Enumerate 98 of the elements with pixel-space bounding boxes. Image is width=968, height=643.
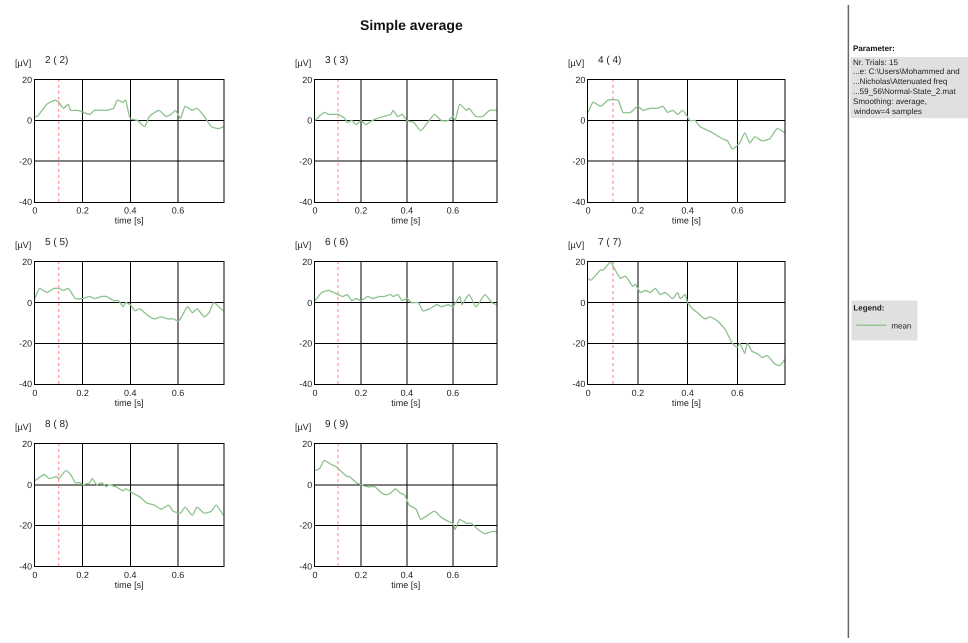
y-tick-label: -40: [572, 379, 586, 390]
x-tick-label: 0.4: [124, 206, 137, 216]
line-series: [315, 290, 496, 312]
legend-title: Legend:: [853, 304, 884, 313]
y-tick-label: -20: [299, 156, 312, 166]
x-tick-label: 0.2: [632, 388, 644, 398]
legend-label: mean: [891, 321, 912, 330]
text: Parameter:: [853, 44, 895, 53]
y-tick-label: -40: [572, 197, 586, 208]
y-tick-label: 0: [307, 116, 312, 126]
x-axis-title: time [s]: [672, 216, 701, 226]
y-tick-label: 20: [302, 257, 312, 268]
x-tick-label: 0.6: [731, 206, 744, 216]
line-series: [315, 460, 496, 534]
y-axis-title: [µV]: [15, 240, 32, 250]
x-tick-label: 0.2: [76, 206, 89, 216]
y-tick-label: 20: [302, 439, 312, 450]
x-tick-label: 0.6: [446, 570, 460, 580]
chart-title: 8 ( 8): [45, 419, 68, 430]
x-axis-title: time [s]: [391, 580, 420, 590]
x-tick-label: 0.4: [400, 570, 414, 580]
x-tick-label: 0.6: [446, 206, 460, 216]
x-tick-label: 0.6: [172, 388, 184, 398]
y-tick-label: 20: [302, 74, 312, 85]
y-tick-label: 20: [575, 74, 586, 85]
y-tick-label: 0: [27, 480, 32, 490]
y-axis-title: [µV]: [568, 58, 584, 68]
y-tick-label: -40: [299, 197, 312, 208]
x-axis-title: time [s]: [114, 398, 144, 408]
chart-title: 6 ( 6): [325, 237, 348, 248]
chart-title: 2 ( 2): [45, 55, 68, 66]
y-axis-title: [µV]: [15, 58, 32, 68]
y-tick-label: -40: [299, 561, 312, 572]
y-tick-label: -20: [19, 338, 32, 348]
y-tick-label: -20: [299, 338, 312, 348]
text: Simple average: [360, 17, 463, 33]
line-series: [588, 99, 785, 150]
y-tick-label: -40: [299, 379, 312, 390]
line-series: [34, 470, 224, 516]
y-tick-label: 20: [22, 257, 32, 268]
y-tick-label: 20: [22, 439, 32, 450]
text: ...59_56\Normal-State_2.mat: [853, 87, 956, 96]
x-tick-label: 0.6: [172, 206, 184, 216]
y-tick-label: -20: [572, 156, 586, 166]
y-tick-label: -20: [572, 338, 586, 348]
x-axis-title: time [s]: [114, 216, 144, 226]
y-tick-label: 20: [22, 74, 32, 85]
x-tick-label: 0.4: [681, 388, 694, 398]
line-series: [588, 262, 785, 366]
y-tick-label: -20: [19, 520, 32, 531]
y-tick-label: 20: [575, 257, 586, 268]
text: Smoothing: average,: [853, 97, 927, 106]
x-tick-label: 0.2: [354, 206, 368, 216]
y-tick-label: 0: [27, 298, 32, 308]
y-tick-label: -40: [19, 197, 32, 208]
x-axis-title: time [s]: [672, 398, 701, 408]
line-series: [34, 100, 224, 130]
y-tick-label: 0: [27, 116, 32, 126]
y-tick-label: -20: [19, 156, 32, 166]
x-tick-label: 0.2: [632, 206, 644, 216]
x-tick-label: 0.2: [354, 388, 368, 398]
line-series: [34, 288, 224, 322]
chart-title: 4 ( 4): [598, 55, 622, 66]
x-tick-label: 0.4: [124, 570, 137, 580]
y-tick-label: 0: [580, 116, 586, 126]
x-tick-label: 0.6: [172, 570, 184, 580]
text: ...e: C:\Users\Mohammed and: [853, 67, 960, 76]
x-tick-label: 0.2: [76, 570, 89, 580]
text: ...Nicholas\Attenuated freq: [853, 77, 948, 86]
x-tick-label: 0.6: [731, 388, 744, 398]
y-tick-label: 0: [580, 298, 586, 308]
y-tick-label: 0: [307, 480, 312, 490]
text: Nr. Trials: 15: [853, 58, 898, 67]
x-axis-title: time [s]: [391, 398, 420, 408]
x-axis-title: time [s]: [114, 580, 144, 590]
line-series: [315, 104, 496, 132]
y-tick-label: -20: [299, 520, 312, 531]
y-axis-title: [µV]: [15, 422, 32, 432]
x-tick-label: 0.4: [400, 206, 414, 216]
y-tick-label: -40: [19, 561, 32, 572]
x-tick-label: 0.4: [124, 388, 137, 398]
chart-title: 3 ( 3): [325, 55, 348, 66]
y-axis-title: [µV]: [295, 240, 312, 250]
x-axis-title: time [s]: [391, 216, 420, 226]
text: window=4 samples: [853, 107, 922, 116]
x-tick-label: 0.6: [446, 388, 460, 398]
y-axis-title: [µV]: [295, 58, 312, 68]
y-tick-label: -40: [19, 379, 32, 390]
chart-title: 5 ( 5): [45, 237, 68, 248]
x-tick-label: 0.2: [354, 570, 368, 580]
x-tick-label: 0.4: [681, 206, 694, 216]
y-tick-label: 0: [307, 298, 312, 308]
x-tick-label: 0.2: [76, 388, 89, 398]
chart-title: 9 ( 9): [325, 419, 348, 430]
x-tick-label: 0.4: [400, 388, 414, 398]
y-axis-title: [µV]: [568, 240, 584, 250]
y-axis-title: [µV]: [295, 422, 312, 432]
chart-title: 7 ( 7): [598, 237, 622, 248]
